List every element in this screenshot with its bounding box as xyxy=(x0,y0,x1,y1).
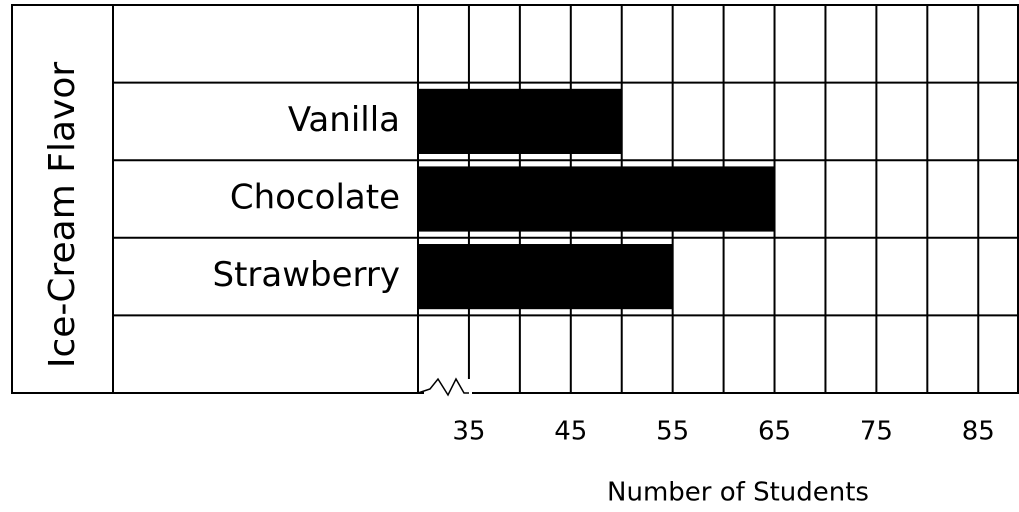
y-tick-label: Vanilla xyxy=(288,100,400,140)
x-tick-label: 85 xyxy=(962,417,995,447)
x-tick-label: 65 xyxy=(758,417,791,447)
frame xyxy=(11,4,1019,394)
bar xyxy=(418,88,622,154)
x-tick-label: 45 xyxy=(554,417,587,447)
x-tick-label: 75 xyxy=(860,417,893,447)
x-tick-label: 35 xyxy=(452,417,485,447)
axis-break xyxy=(417,377,469,397)
bar xyxy=(418,166,775,232)
break-gap xyxy=(424,379,472,395)
bar xyxy=(418,244,673,310)
y-axis-label: Ice-Cream Flavor xyxy=(42,62,83,369)
y-tick-label: Strawberry xyxy=(212,255,400,295)
x-axis-label: Number of Students xyxy=(607,478,869,508)
y-tick-label: Chocolate xyxy=(230,178,400,218)
x-tick-label: 55 xyxy=(656,417,689,447)
